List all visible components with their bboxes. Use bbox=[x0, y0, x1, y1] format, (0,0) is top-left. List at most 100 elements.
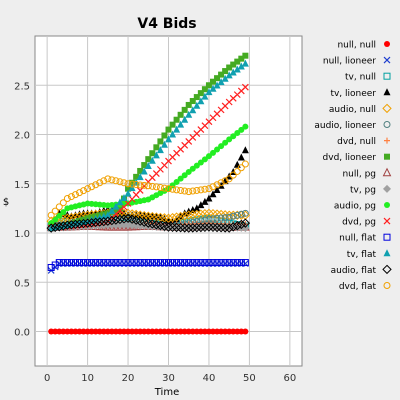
series-15 bbox=[47, 160, 249, 219]
legend-label: dvd, flat bbox=[339, 282, 377, 292]
data-point bbox=[120, 179, 128, 187]
data-point bbox=[175, 211, 186, 222]
data-point bbox=[167, 212, 178, 223]
data-point bbox=[125, 185, 132, 192]
data-point bbox=[229, 68, 237, 76]
data-point bbox=[62, 220, 73, 230]
data-point bbox=[383, 249, 391, 257]
data-point bbox=[210, 78, 216, 85]
data-point bbox=[225, 175, 233, 183]
data-point bbox=[384, 137, 390, 144]
data-point bbox=[181, 115, 189, 123]
data-point bbox=[200, 222, 210, 233]
data-point bbox=[382, 167, 392, 177]
data-point bbox=[80, 187, 88, 195]
data-point bbox=[165, 216, 172, 224]
data-point bbox=[179, 223, 190, 233]
x-tick-label: 50 bbox=[243, 373, 256, 384]
data-point bbox=[226, 136, 233, 143]
data-point bbox=[152, 259, 160, 267]
data-point bbox=[70, 219, 81, 230]
data-point bbox=[201, 197, 209, 205]
x-tick-label: 20 bbox=[122, 373, 135, 384]
data-point bbox=[175, 222, 186, 233]
data-point bbox=[132, 178, 140, 186]
data-point bbox=[169, 259, 177, 267]
data-point bbox=[181, 172, 188, 179]
data-point bbox=[100, 177, 108, 185]
data-point bbox=[218, 71, 225, 78]
data-point bbox=[189, 98, 196, 105]
data-point bbox=[181, 106, 188, 113]
data-point bbox=[241, 83, 249, 91]
data-point bbox=[144, 182, 152, 190]
data-point bbox=[201, 259, 209, 267]
data-point bbox=[173, 259, 181, 267]
data-point bbox=[201, 92, 209, 100]
data-point bbox=[120, 193, 128, 201]
legend-item: null, lioneer bbox=[323, 57, 391, 67]
series-layer bbox=[46, 52, 251, 335]
data-point bbox=[140, 167, 148, 175]
data-point bbox=[67, 259, 75, 267]
data-point bbox=[55, 203, 63, 211]
data-point bbox=[197, 97, 205, 105]
data-point bbox=[88, 183, 96, 191]
data-point bbox=[54, 221, 64, 232]
data-point bbox=[84, 185, 92, 193]
data-point bbox=[225, 71, 233, 79]
data-point bbox=[228, 222, 238, 232]
legend-label: null, pg bbox=[342, 169, 376, 179]
data-point bbox=[173, 186, 181, 194]
data-point bbox=[184, 210, 194, 220]
data-point bbox=[189, 165, 196, 172]
legend-item: tv, pg bbox=[350, 184, 391, 195]
data-point bbox=[384, 41, 390, 47]
data-point bbox=[193, 101, 201, 109]
data-point bbox=[59, 199, 67, 207]
legend-item: audio, lioneer bbox=[314, 121, 391, 131]
data-point bbox=[205, 259, 213, 267]
legend-label: tv, flat bbox=[347, 250, 377, 260]
x-tick-label: 0 bbox=[44, 373, 50, 384]
data-point bbox=[209, 183, 217, 191]
data-point bbox=[152, 183, 160, 191]
legend-label: tv, pg bbox=[350, 185, 376, 195]
data-point bbox=[185, 101, 192, 108]
legend-item: tv, flat bbox=[347, 249, 391, 260]
data-point bbox=[179, 211, 190, 221]
data-point bbox=[193, 162, 200, 169]
y-tick-label: 1.0 bbox=[14, 229, 30, 240]
legend-label: tv, null bbox=[345, 73, 376, 83]
data-point bbox=[217, 78, 225, 86]
data-point bbox=[144, 259, 152, 267]
data-point bbox=[103, 216, 113, 226]
data-point bbox=[76, 259, 83, 267]
data-point bbox=[196, 222, 206, 233]
data-point bbox=[51, 207, 59, 215]
data-point bbox=[115, 214, 125, 225]
data-point bbox=[225, 213, 233, 221]
data-point bbox=[241, 160, 249, 168]
data-point bbox=[205, 185, 213, 193]
data-point bbox=[112, 259, 120, 267]
data-point bbox=[205, 88, 213, 96]
data-point bbox=[52, 216, 59, 223]
data-point bbox=[96, 179, 104, 187]
data-point bbox=[129, 179, 136, 186]
legend-item: null, null bbox=[337, 41, 390, 51]
data-point bbox=[59, 259, 67, 267]
data-point bbox=[55, 259, 63, 267]
data-point bbox=[76, 189, 83, 197]
data-point bbox=[383, 184, 391, 193]
data-point bbox=[229, 259, 237, 267]
data-point bbox=[242, 328, 249, 335]
data-point bbox=[116, 208, 124, 215]
data-point bbox=[149, 150, 156, 157]
data-point bbox=[137, 167, 144, 174]
data-point bbox=[145, 156, 152, 163]
data-point bbox=[189, 259, 197, 267]
data-point bbox=[383, 217, 391, 225]
data-point bbox=[234, 130, 241, 137]
